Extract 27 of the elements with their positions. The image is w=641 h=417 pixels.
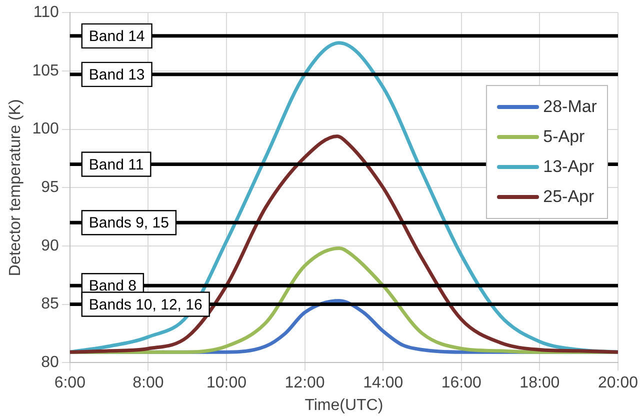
x-tick-label: 6:00 bbox=[54, 374, 86, 392]
x-tick-label: 12:00 bbox=[284, 374, 325, 392]
x-tick-label: 10:00 bbox=[206, 374, 247, 392]
ref-line-label: Bands 10, 12, 16 bbox=[88, 296, 202, 314]
x-tick-label: 18:00 bbox=[520, 374, 560, 392]
ref-line-label: Band 14 bbox=[88, 28, 145, 46]
legend-label: 5-Apr bbox=[543, 126, 585, 147]
y-tick-label: 85 bbox=[41, 296, 59, 313]
x-tick-label: 14:00 bbox=[363, 374, 404, 392]
x-axis-title: Time(UTC) bbox=[304, 396, 384, 414]
y-tick-label: 90 bbox=[41, 237, 59, 254]
ref-line-label: Band 13 bbox=[88, 66, 145, 84]
y-tick-label: 100 bbox=[32, 120, 59, 138]
y-tick-label: 105 bbox=[32, 62, 59, 80]
x-tick-label: 20:00 bbox=[598, 374, 638, 392]
legend-label: 28-Mar bbox=[543, 96, 597, 117]
y-axis-title: Detector temperature (K) bbox=[7, 99, 24, 276]
legend-label: 13-Apr bbox=[543, 156, 594, 177]
legend-label: 25-Apr bbox=[543, 186, 594, 207]
ref-line-label: Band 11 bbox=[88, 156, 144, 174]
y-tick-label: 80 bbox=[41, 354, 59, 372]
y-tick-label: 95 bbox=[41, 179, 59, 196]
ref-line-label: Band 8 bbox=[88, 278, 136, 295]
x-tick-label: 8:00 bbox=[132, 374, 164, 392]
y-tick-label: 110 bbox=[33, 4, 59, 22]
ref-line-label: Bands 9, 15 bbox=[88, 214, 169, 232]
x-tick-label: 16:00 bbox=[441, 374, 482, 392]
